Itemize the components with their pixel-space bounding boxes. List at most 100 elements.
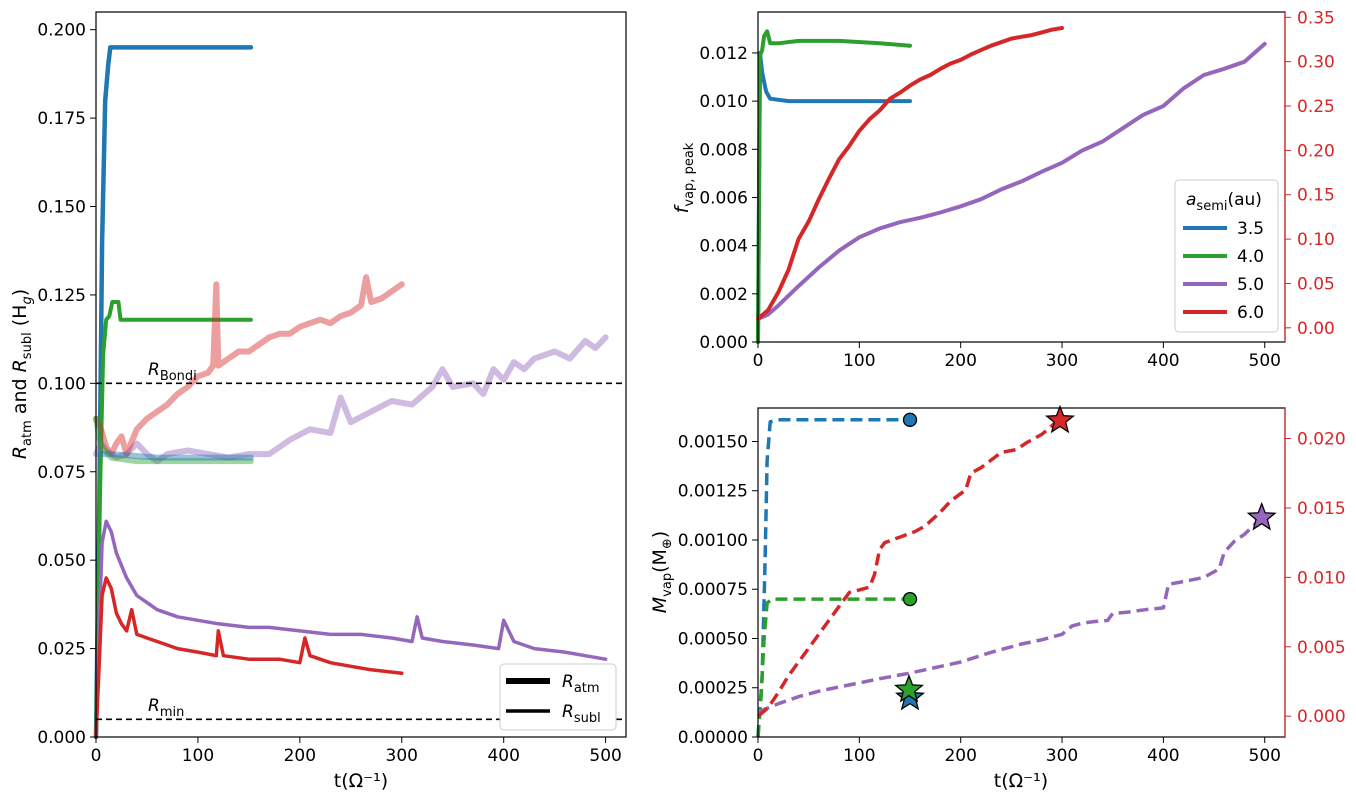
bottom-right-markers (893, 404, 1277, 711)
legend-r-atm-label: Ratm (562, 672, 600, 696)
r-bondi-label: RBondi (148, 360, 197, 384)
y-tick-label: 0.00100 (678, 531, 748, 551)
y-tick-label: 0.00050 (678, 629, 748, 649)
y-tick-label: 0.006 (699, 188, 748, 208)
y-tick-label: 0.010 (699, 92, 748, 112)
right-y-tick-label: 0.015 (1297, 499, 1346, 519)
y-tick-label: 0.150 (37, 198, 86, 218)
right-y-tick-label: 0.05 (1297, 274, 1335, 294)
top-right-series-group (756, 26, 1267, 344)
y-tick-label: 0.00150 (678, 432, 748, 452)
left-panel: 0 100 200 300 400 500 0.000 0.025 0.050 0.075 0.1… (9, 11, 627, 792)
y-tick-label: 0.050 (37, 551, 86, 571)
left-series-group (93, 45, 609, 740)
y-tick-label: 0.008 (699, 140, 748, 160)
x-tick-label: 200 (944, 746, 976, 766)
x-tick-label: 0 (753, 351, 764, 371)
x-tick-label: 500 (1249, 746, 1281, 766)
y-tick-label: 0.000 (699, 333, 748, 353)
bottom-right-right-y-ticks: 0.000 0.005 0.010 0.015 0.020 (1285, 430, 1346, 727)
right-y-tick-label: 0.010 (1297, 568, 1346, 588)
right-y-tick-label: 0.15 (1297, 186, 1335, 206)
star-marker (1044, 404, 1076, 434)
bottom-right-x-ticks: 0 100 200 300 400 500 (753, 737, 1281, 766)
y-tick-label: 0.012 (699, 44, 748, 64)
series-dashed-line (756, 597, 908, 738)
top-right-panel: 0 100 200 300 400 500 0.0000.0020.0040.0060.0… (671, 8, 1335, 371)
right-y-tick-label: 0.005 (1297, 638, 1346, 658)
series-line (93, 334, 609, 465)
x-tick-label: 400 (1147, 351, 1179, 371)
series-dashed-line (757, 516, 1263, 714)
series-line (94, 519, 608, 739)
series-line (756, 26, 1064, 321)
top-right-right-y-ticks: 0.00 0.05 0.10 0.15 0.20 0.25 0.30 0.35 (1285, 8, 1335, 339)
left-x-ticks: 0 100 200 300 400 500 (91, 737, 622, 766)
series-line (98, 451, 254, 461)
series-line (94, 576, 404, 739)
top-right-y-ticks: 0.000 0.002 0.004 0.006 0.008 0.010 0.012 (699, 44, 758, 353)
right-y-tick-label: 0.30 (1297, 53, 1335, 73)
x-tick-label: 500 (1249, 351, 1281, 371)
x-tick-label: 100 (843, 351, 875, 371)
star-marker (1246, 501, 1277, 531)
legend-label-3-5: 3.5 (1237, 219, 1264, 239)
series-line (93, 45, 254, 740)
x-tick-label: 400 (1147, 746, 1179, 766)
series-line (93, 274, 405, 458)
y-tick-label: 0.200 (37, 21, 86, 41)
right-y-tick-label: 0.10 (1297, 230, 1335, 250)
x-tick-label: 100 (843, 746, 875, 766)
r-min-label: Rmin (148, 696, 184, 720)
star-marker (893, 673, 925, 703)
series-line (756, 29, 912, 344)
right-y-tick-label: 0.25 (1297, 97, 1335, 117)
y-tick-label: 0.002 (699, 285, 748, 305)
x-tick-label: 300 (1046, 351, 1078, 371)
y-tick-label: 0.004 (699, 237, 748, 257)
x-tick-label: 200 (284, 746, 316, 766)
left-legend: Ratm Rsubl (499, 663, 617, 731)
left-y-axis-label: Ratm and Rsubl (Hg) (9, 289, 35, 459)
left-x-axis-label: t(Ω⁻¹) (334, 770, 388, 792)
series-line (93, 415, 254, 465)
legend-label-4-0: 4.0 (1237, 247, 1264, 267)
y-tick-label: 0.075 (37, 463, 86, 483)
left-plot-frame (95, 11, 627, 738)
x-tick-label: 500 (589, 746, 621, 766)
y-tick-label: 0.00075 (678, 580, 748, 600)
y-tick-label: 0.00000 (678, 728, 748, 748)
series-dashed-line (756, 419, 1060, 718)
y-tick-label: 0.00025 (678, 679, 748, 699)
left-y-ticks: 0.000 0.025 0.050 0.075 0.100 0.125 0.150 0.175… (37, 21, 96, 748)
bottom-right-x-axis-label: t(Ω⁻¹) (994, 770, 1048, 792)
x-tick-label: 0 (753, 746, 764, 766)
size-legend: asemi(au) 3.5 4.0 5.0 6.0 (1174, 179, 1279, 333)
right-y-tick-label: 0.20 (1297, 141, 1335, 161)
right-y-tick-label: 0.00 (1297, 319, 1335, 339)
series-line (756, 50, 912, 344)
legend-label-6-0: 6.0 (1237, 303, 1264, 323)
legend-r-subl-label: Rsubl (562, 702, 601, 726)
right-y-tick-label: 0.35 (1297, 8, 1335, 28)
y-tick-label: 0.100 (37, 374, 86, 394)
endpoint-circle-marker (902, 412, 918, 427)
right-y-tick-label: 0.000 (1297, 707, 1346, 727)
bottom-right-y-axis-label: Mvap(M⊕) (649, 531, 675, 613)
x-tick-label: 0 (91, 746, 102, 766)
bottom-right-series-group (756, 418, 1263, 738)
top-right-y-axis-label: fvap, peak (671, 142, 697, 213)
x-tick-label: 100 (182, 746, 214, 766)
series-line (94, 300, 253, 739)
y-tick-label: 0.175 (37, 109, 86, 129)
x-tick-label: 300 (1046, 746, 1078, 766)
legend-title: asemi(au) (1186, 190, 1262, 214)
endpoint-circle-marker (902, 591, 918, 607)
x-tick-label: 200 (944, 351, 976, 371)
y-tick-label: 0.000 (37, 728, 86, 748)
legend-label-5-0: 5.0 (1237, 275, 1264, 295)
y-tick-label: 0.00125 (678, 482, 748, 502)
x-tick-label: 300 (386, 746, 418, 766)
bottom-right-panel: 0 100 200 300 400 500 0.00000 0.00025 0.00050 0.… (649, 404, 1346, 792)
